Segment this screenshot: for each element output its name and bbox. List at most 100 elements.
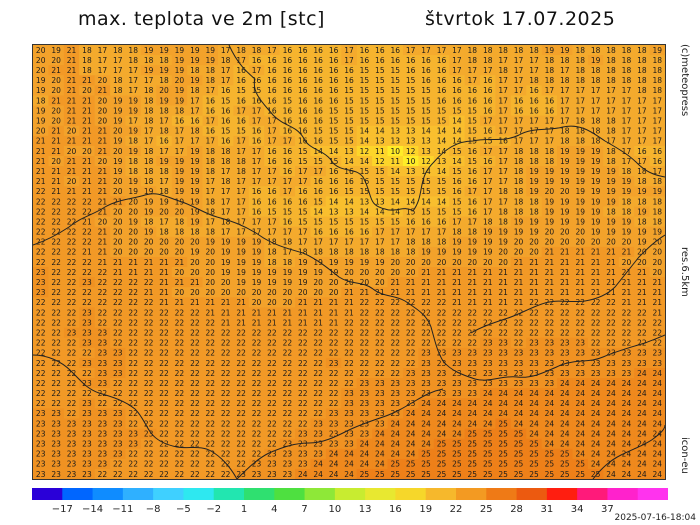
grid-value: 24 <box>375 450 385 459</box>
grid-value: 15 <box>329 106 339 115</box>
grid-value: 25 <box>468 429 478 438</box>
grid-cell <box>587 458 604 470</box>
color-scale-segment <box>183 488 215 500</box>
grid-cell <box>156 246 173 258</box>
grid-value: 17 <box>622 127 632 136</box>
grid-value: 22 <box>159 419 169 428</box>
grid-value: 22 <box>144 278 154 287</box>
grid-value: 17 <box>236 147 246 156</box>
grid-value: 17 <box>360 238 370 247</box>
grid-value: 17 <box>437 228 447 237</box>
grid-cell <box>449 267 466 278</box>
grid-value: 19 <box>468 238 478 247</box>
grid-cell <box>541 267 558 278</box>
grid-cell <box>541 176 558 187</box>
grid-cell <box>587 65 604 76</box>
grid-cell <box>279 468 296 479</box>
grid-cell <box>495 216 512 228</box>
grid-cell <box>279 297 296 309</box>
grid-cell <box>356 115 373 127</box>
grid-cell <box>449 65 466 76</box>
grid-value: 24 <box>622 460 632 469</box>
grid-value: 19 <box>190 147 200 156</box>
grid-cell <box>279 216 296 228</box>
grid-value: 22 <box>406 339 416 348</box>
grid-cell <box>372 156 389 167</box>
grid-value: 20 <box>159 248 169 257</box>
grid-value: 10 <box>406 157 416 166</box>
grid-cell <box>325 418 342 430</box>
color-scale-tick: 25 <box>479 504 493 515</box>
grid-cell <box>510 428 527 440</box>
grid-value: 24 <box>529 399 539 408</box>
grid-value: 19 <box>437 248 447 257</box>
grid-cell <box>402 196 419 208</box>
grid-cell <box>325 95 342 107</box>
grid-cell <box>634 176 651 187</box>
grid-value: 22 <box>498 318 508 327</box>
grid-cell <box>510 408 527 420</box>
grid-cell <box>310 115 327 127</box>
grid-cell <box>171 337 188 349</box>
grid-cell <box>110 347 127 359</box>
grid-value: 23 <box>313 419 323 428</box>
grid-value: 24 <box>653 399 663 408</box>
grid-cell <box>557 176 574 187</box>
grid-cell <box>110 256 127 268</box>
grid-value: 19 <box>175 197 185 206</box>
grid-cell <box>341 408 358 420</box>
grid-cell <box>372 438 389 450</box>
grid-value: 17 <box>653 117 663 126</box>
grid-cell <box>603 267 620 278</box>
grid-value: 18 <box>483 217 493 226</box>
grid-cell <box>402 125 419 137</box>
grid-value: 22 <box>437 308 447 317</box>
grid-value: 20 <box>637 248 647 257</box>
grid-value: 22 <box>113 379 123 388</box>
grid-cell <box>217 408 234 420</box>
grid-value: 18 <box>144 86 154 95</box>
grid-cell <box>356 256 373 268</box>
grid-value: 17 <box>283 248 293 257</box>
grid-cell <box>33 378 50 389</box>
grid-value: 22 <box>159 308 169 317</box>
grid-cell <box>433 95 450 107</box>
grid-cell <box>526 135 543 147</box>
grid-value: 17 <box>514 76 524 85</box>
grid-cell <box>295 95 312 107</box>
grid-cell <box>110 428 127 440</box>
grid-value: 20 <box>67 177 77 186</box>
grid-cell <box>526 115 543 127</box>
grid-cell <box>202 458 219 470</box>
grid-value: 17 <box>653 127 663 136</box>
grid-value: 21 <box>236 318 246 327</box>
grid-value: 18 <box>560 76 570 85</box>
grid-value: 15 <box>344 96 354 105</box>
grid-value: 17 <box>483 167 493 176</box>
grid-cell <box>187 45 204 56</box>
grid-cell <box>480 388 497 399</box>
grid-cell <box>356 388 373 399</box>
grid-value: 21 <box>622 278 632 287</box>
grid-cell <box>94 418 111 430</box>
grid-cell <box>634 297 651 309</box>
grid-cell <box>110 85 127 97</box>
grid-cell <box>387 357 404 369</box>
grid-cell <box>449 156 466 167</box>
color-scale-tick: 28 <box>510 504 523 515</box>
grid-value: 22 <box>128 318 138 327</box>
grid-cell <box>372 327 389 339</box>
grid-value: 22 <box>360 349 370 358</box>
grid-value: 19 <box>113 106 123 115</box>
grid-cell <box>526 418 543 430</box>
grid-value: 24 <box>637 440 647 449</box>
grid-cell <box>464 307 481 319</box>
grid-value: 17 <box>205 187 215 196</box>
grid-cell <box>79 186 96 197</box>
grid-cell <box>63 65 80 76</box>
grid-cell <box>587 428 604 440</box>
grid-value: 14 <box>390 197 400 206</box>
grid-cell <box>449 256 466 268</box>
grid-cell <box>248 236 265 248</box>
grid-cell <box>557 307 574 319</box>
